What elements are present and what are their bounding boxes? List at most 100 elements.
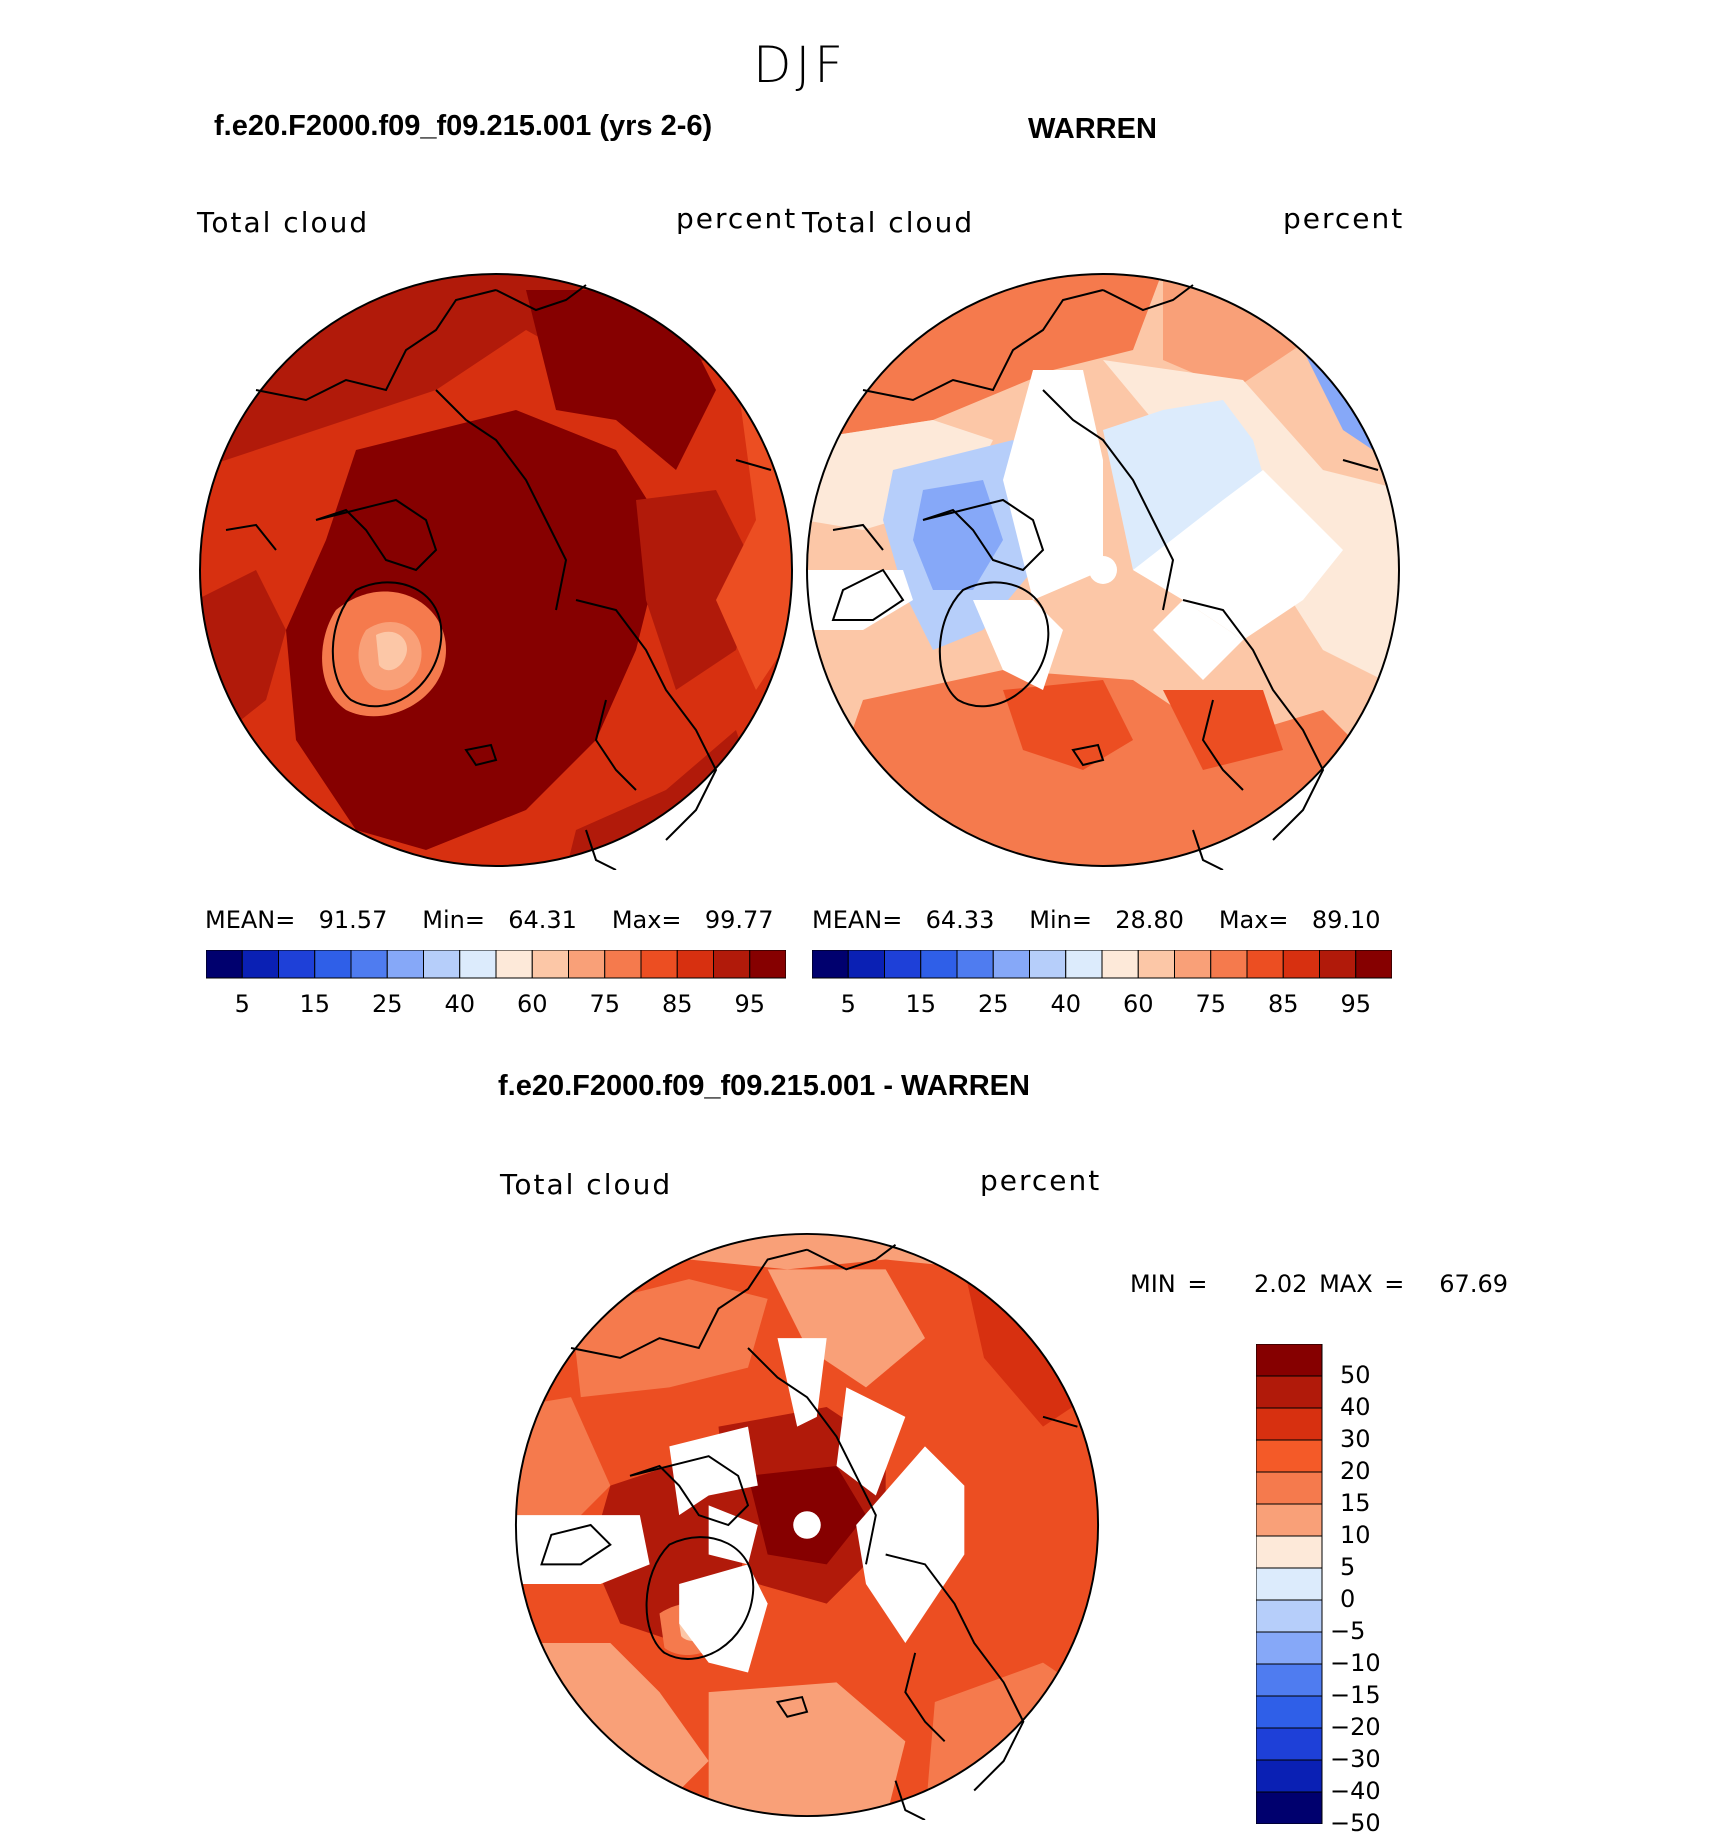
colorbar-swatch	[1355, 950, 1392, 979]
colorbar-swatch	[920, 950, 958, 979]
colorbar-swatch	[1065, 950, 1103, 979]
colorbar-tick-label: 15	[299, 990, 331, 1018]
colorbar-swatch	[1256, 1759, 1323, 1793]
colorbar-tick-label: 15	[905, 990, 937, 1018]
colorbar-swatch	[884, 950, 922, 979]
colorbar-tick-label: 15	[1340, 1489, 1371, 1517]
obs-colorbar	[812, 950, 1392, 979]
colorbar-tick-label: 40	[1050, 990, 1082, 1018]
model-min-label: Min=	[422, 906, 485, 934]
diff-title: f.e20.F2000.f09_f09.215.001 - WARREN	[498, 1070, 1030, 1102]
colorbar-swatch	[1256, 1631, 1323, 1665]
colorbar-swatch	[459, 950, 497, 979]
obs-polar-map	[806, 273, 1400, 870]
obs-variable-label: Total cloud	[802, 206, 975, 239]
diff-polar-map	[514, 1232, 1100, 1820]
colorbar-swatch	[812, 950, 849, 979]
obs-min-value: 28.80	[1115, 906, 1184, 934]
model-mean-label: MEAN=	[205, 906, 296, 934]
obs-colorbar-ticks: 5 15 25 40 60 75 85 95	[812, 990, 1392, 1020]
colorbar-swatch	[1256, 1727, 1323, 1761]
obs-mean-label: MEAN=	[812, 906, 903, 934]
colorbar-swatch	[1101, 950, 1139, 979]
colorbar-tick-label: 60	[516, 990, 548, 1018]
colorbar-swatch	[1256, 1567, 1323, 1601]
colorbar-tick-label: −5	[1330, 1617, 1366, 1645]
colorbar-tick-label: 85	[661, 990, 693, 1018]
colorbar-swatch	[1256, 1663, 1323, 1697]
colorbar-swatch	[1256, 1535, 1323, 1569]
colorbar-swatch	[1137, 950, 1175, 979]
colorbar-swatch	[423, 950, 461, 979]
obs-stats: MEAN= 64.33 Min= 28.80 Max= 89.10	[812, 906, 1381, 934]
colorbar-swatch	[847, 950, 885, 979]
diff-max-value: 67.69	[1439, 1270, 1508, 1298]
colorbar-tick-label: 25	[977, 990, 1009, 1018]
colorbar-tick-label: 40	[1340, 1393, 1371, 1421]
obs-max-value: 89.10	[1311, 906, 1381, 934]
colorbar-tick-label: −40	[1330, 1777, 1381, 1805]
colorbar-swatch	[350, 950, 388, 979]
colorbar-swatch	[241, 950, 279, 979]
colorbar-tick-label: 95	[1340, 990, 1372, 1018]
obs-units-label: percent	[1283, 202, 1405, 235]
colorbar-tick-label: 75	[589, 990, 621, 1018]
colorbar-swatch	[568, 950, 606, 979]
colorbar-tick-label: 50	[1340, 1361, 1371, 1389]
model-units-label: percent	[676, 202, 798, 235]
colorbar-tick-label: 5	[840, 990, 856, 1018]
colorbar-swatch	[495, 950, 533, 979]
colorbar-tick-label: −10	[1330, 1649, 1381, 1677]
colorbar-swatch	[1256, 1791, 1323, 1824]
colorbar-swatch	[206, 950, 243, 979]
colorbar-swatch	[1174, 950, 1212, 979]
colorbar-swatch	[386, 950, 424, 979]
colorbar-swatch	[749, 950, 786, 979]
diff-max-label: MAX =	[1319, 1270, 1405, 1298]
colorbar-swatch	[1319, 950, 1357, 979]
colorbar-tick-label: 5	[1340, 1553, 1356, 1581]
model-colorbar-ticks: 5 15 25 40 60 75 85 95	[206, 990, 786, 1020]
colorbar-swatch	[1210, 950, 1248, 979]
colorbar-swatch	[1256, 1695, 1323, 1729]
colorbar-swatch	[1246, 950, 1284, 979]
obs-max-label: Max=	[1218, 906, 1289, 934]
colorbar-tick-label: 40	[444, 990, 476, 1018]
colorbar-tick-label: 95	[734, 990, 766, 1018]
colorbar-swatch	[676, 950, 714, 979]
model-stats: MEAN= 91.57 Min= 64.31 Max= 99.77	[205, 906, 774, 934]
colorbar-swatch	[1256, 1439, 1323, 1473]
colorbar-tick-label: 85	[1267, 990, 1299, 1018]
colorbar-swatch	[1256, 1599, 1323, 1633]
colorbar-swatch	[1282, 950, 1320, 979]
colorbar-swatch	[713, 950, 751, 979]
colorbar-tick-label: −15	[1330, 1681, 1381, 1709]
diff-min-value: 2.02	[1254, 1270, 1308, 1298]
model-variable-label: Total cloud	[197, 206, 370, 239]
diff-variable-label: Total cloud	[500, 1168, 673, 1201]
colorbar-tick-label: −30	[1330, 1745, 1381, 1773]
colorbar-tick-label: 75	[1195, 990, 1227, 1018]
colorbar-tick-label: −20	[1330, 1713, 1381, 1741]
season-title: DJF	[752, 36, 847, 94]
colorbar-swatch	[278, 950, 316, 979]
model-colorbar	[206, 950, 786, 979]
colorbar-tick-label: 20	[1340, 1457, 1371, 1485]
diff-colorbar-ticks: 50 40 30 20 15 10 5 0 −5 −10 −15 −20 −30 −40 −50	[1330, 1344, 1410, 1837]
colorbar-tick-label: 60	[1122, 990, 1154, 1018]
obs-mean-value: 64.33	[925, 906, 995, 934]
obs-min-label: Min=	[1029, 906, 1092, 934]
colorbar-tick-label: 30	[1340, 1425, 1371, 1453]
colorbar-swatch	[1256, 1344, 1323, 1377]
model-polar-map	[199, 273, 793, 870]
colorbar-swatch	[314, 950, 352, 979]
colorbar-swatch	[1256, 1407, 1323, 1441]
colorbar-swatch	[640, 950, 678, 979]
colorbar-swatch	[1029, 950, 1067, 979]
colorbar-tick-label: 5	[234, 990, 250, 1018]
colorbar-swatch	[1256, 1471, 1323, 1505]
colorbar-swatch	[992, 950, 1030, 979]
colorbar-tick-label: −50	[1330, 1809, 1381, 1837]
diff-stats: MIN = 2.02 MAX = 67.69	[1130, 1270, 1508, 1298]
diff-units-label: percent	[980, 1164, 1102, 1197]
